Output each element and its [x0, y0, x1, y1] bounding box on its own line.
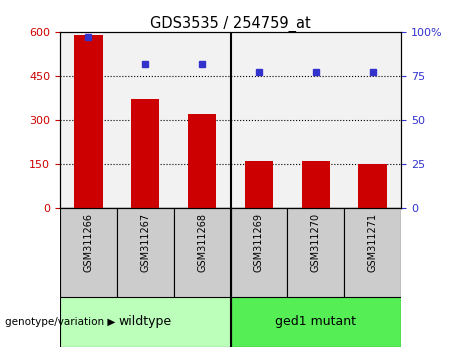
Text: genotype/variation ▶: genotype/variation ▶ [5, 317, 115, 327]
Text: GSM311271: GSM311271 [367, 213, 378, 272]
Text: GSM311267: GSM311267 [140, 213, 150, 272]
Bar [245, 161, 273, 208]
Text: GSM311269: GSM311269 [254, 213, 264, 272]
Bar [301, 161, 330, 208]
Bar [344, 208, 401, 297]
Text: GSM311270: GSM311270 [311, 213, 321, 272]
Bar [60, 208, 117, 297]
Bar [131, 99, 160, 208]
Bar [60, 297, 230, 347]
Bar [174, 32, 230, 208]
Bar [188, 114, 216, 208]
Bar [230, 32, 287, 208]
Text: GSM311268: GSM311268 [197, 213, 207, 272]
Title: GDS3535 / 254759_at: GDS3535 / 254759_at [150, 16, 311, 32]
Bar [174, 208, 230, 297]
Text: ged1 mutant: ged1 mutant [275, 315, 356, 328]
Bar [230, 208, 287, 297]
Bar [287, 208, 344, 297]
Bar [230, 297, 401, 347]
Bar [60, 32, 117, 208]
Bar [287, 32, 344, 208]
Bar [358, 164, 387, 208]
Bar [344, 32, 401, 208]
Text: wildtype: wildtype [118, 315, 172, 328]
Bar [74, 35, 102, 208]
Text: GSM311266: GSM311266 [83, 213, 94, 272]
Bar [117, 32, 174, 208]
Bar [117, 208, 174, 297]
